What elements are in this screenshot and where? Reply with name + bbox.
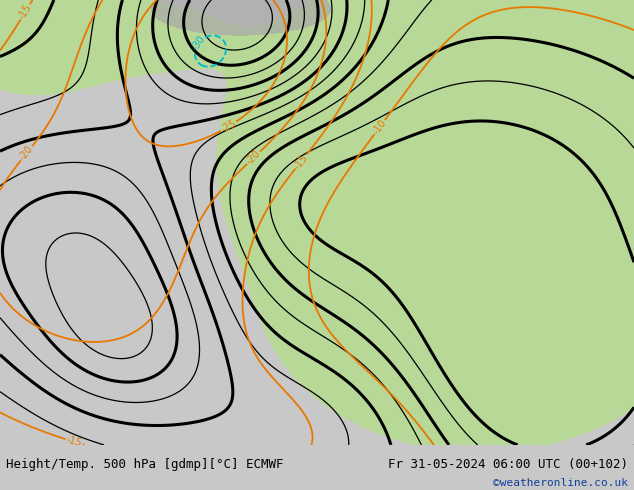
Text: -15: -15 [65,435,83,449]
Text: 560: 560 [119,80,133,101]
Text: ©weatheronline.co.uk: ©weatheronline.co.uk [493,478,628,488]
Text: Height/Temp. 500 hPa [gdmp][°C] ECMWF: Height/Temp. 500 hPa [gdmp][°C] ECMWF [6,458,284,470]
Text: -20: -20 [245,148,263,167]
Text: -10: -10 [371,118,388,137]
Text: -30: -30 [190,34,207,52]
Text: 584: 584 [607,415,629,436]
Text: -20: -20 [18,144,36,163]
Text: 576: 576 [314,300,336,319]
Text: -15: -15 [17,2,34,21]
Text: 568: 568 [299,347,321,366]
Text: 560: 560 [173,215,189,237]
Text: Fr 31-05-2024 06:00 UTC (00+102): Fr 31-05-2024 06:00 UTC (00+102) [387,458,628,470]
Text: -15: -15 [292,152,310,171]
Text: -25: -25 [219,118,238,135]
Text: 568: 568 [37,7,55,29]
Text: 544: 544 [258,43,280,63]
Text: 584: 584 [419,336,437,358]
Text: 552: 552 [142,246,160,269]
Text: 552: 552 [248,75,269,91]
